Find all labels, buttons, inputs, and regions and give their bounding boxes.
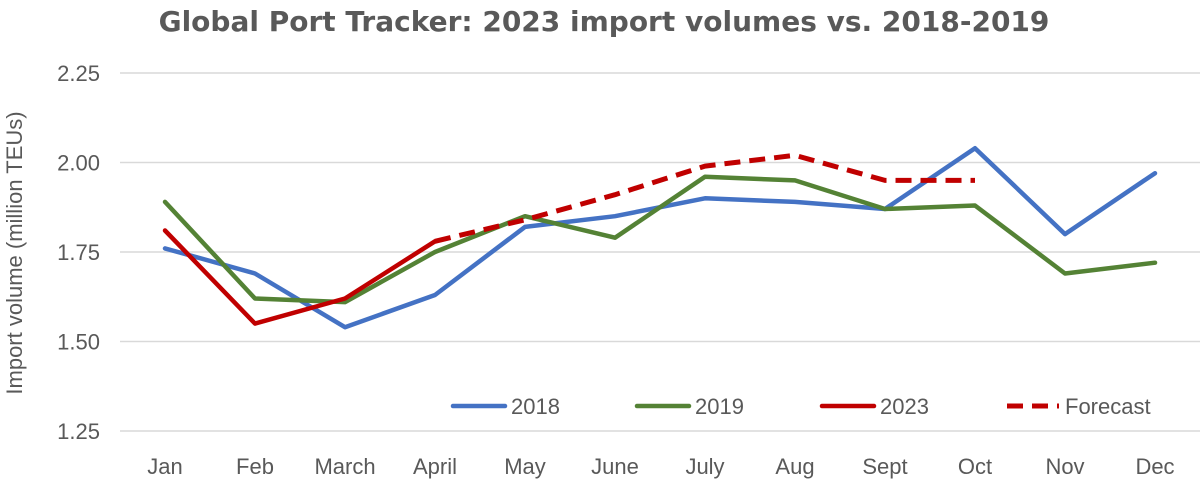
series-line-2023 (162, 228, 438, 326)
series-line-2019 (162, 174, 1158, 305)
legend-label-2019: 2019 (695, 394, 744, 419)
y-tick-label: 2.00 (57, 151, 100, 176)
legend-label-2023: 2023 (880, 394, 929, 419)
y-axis-label: Import volume (million TEUs) (2, 111, 27, 394)
x-tick-label: Feb (236, 454, 274, 479)
x-tick-label: Oct (958, 454, 992, 479)
legend: 2018 2019 2023 Forecast (450, 394, 1151, 419)
x-tick-label: Jan (147, 454, 182, 479)
legend-label-forecast: Forecast (1065, 394, 1151, 419)
y-axis-ticks: 1.25 1.50 1.75 2.00 2.25 (57, 61, 100, 444)
x-tick-label: March (314, 454, 375, 479)
y-tick-label: 1.50 (57, 330, 100, 355)
x-tick-label: May (504, 454, 546, 479)
legend-label-2018: 2018 (511, 394, 560, 419)
series-lines (162, 145, 1158, 330)
y-tick-label: 2.25 (57, 61, 100, 86)
x-tick-label: June (591, 454, 639, 479)
x-axis-ticks: Jan Feb March April May June July Aug Sept Oct Nov… (147, 454, 1174, 479)
x-tick-label: Nov (1045, 454, 1084, 479)
series-line-forecast (434, 152, 975, 244)
y-tick-label: 1.75 (57, 240, 100, 265)
gridlines (120, 72, 1200, 432)
x-tick-label: Dec (1135, 454, 1174, 479)
chart-title: Global Port Tracker: 2023 import volumes… (159, 5, 1050, 38)
x-tick-label: July (685, 454, 724, 479)
x-tick-label: Aug (775, 454, 814, 479)
x-tick-label: April (413, 454, 457, 479)
x-tick-label: Sept (862, 454, 907, 479)
y-tick-label: 1.25 (57, 419, 100, 444)
